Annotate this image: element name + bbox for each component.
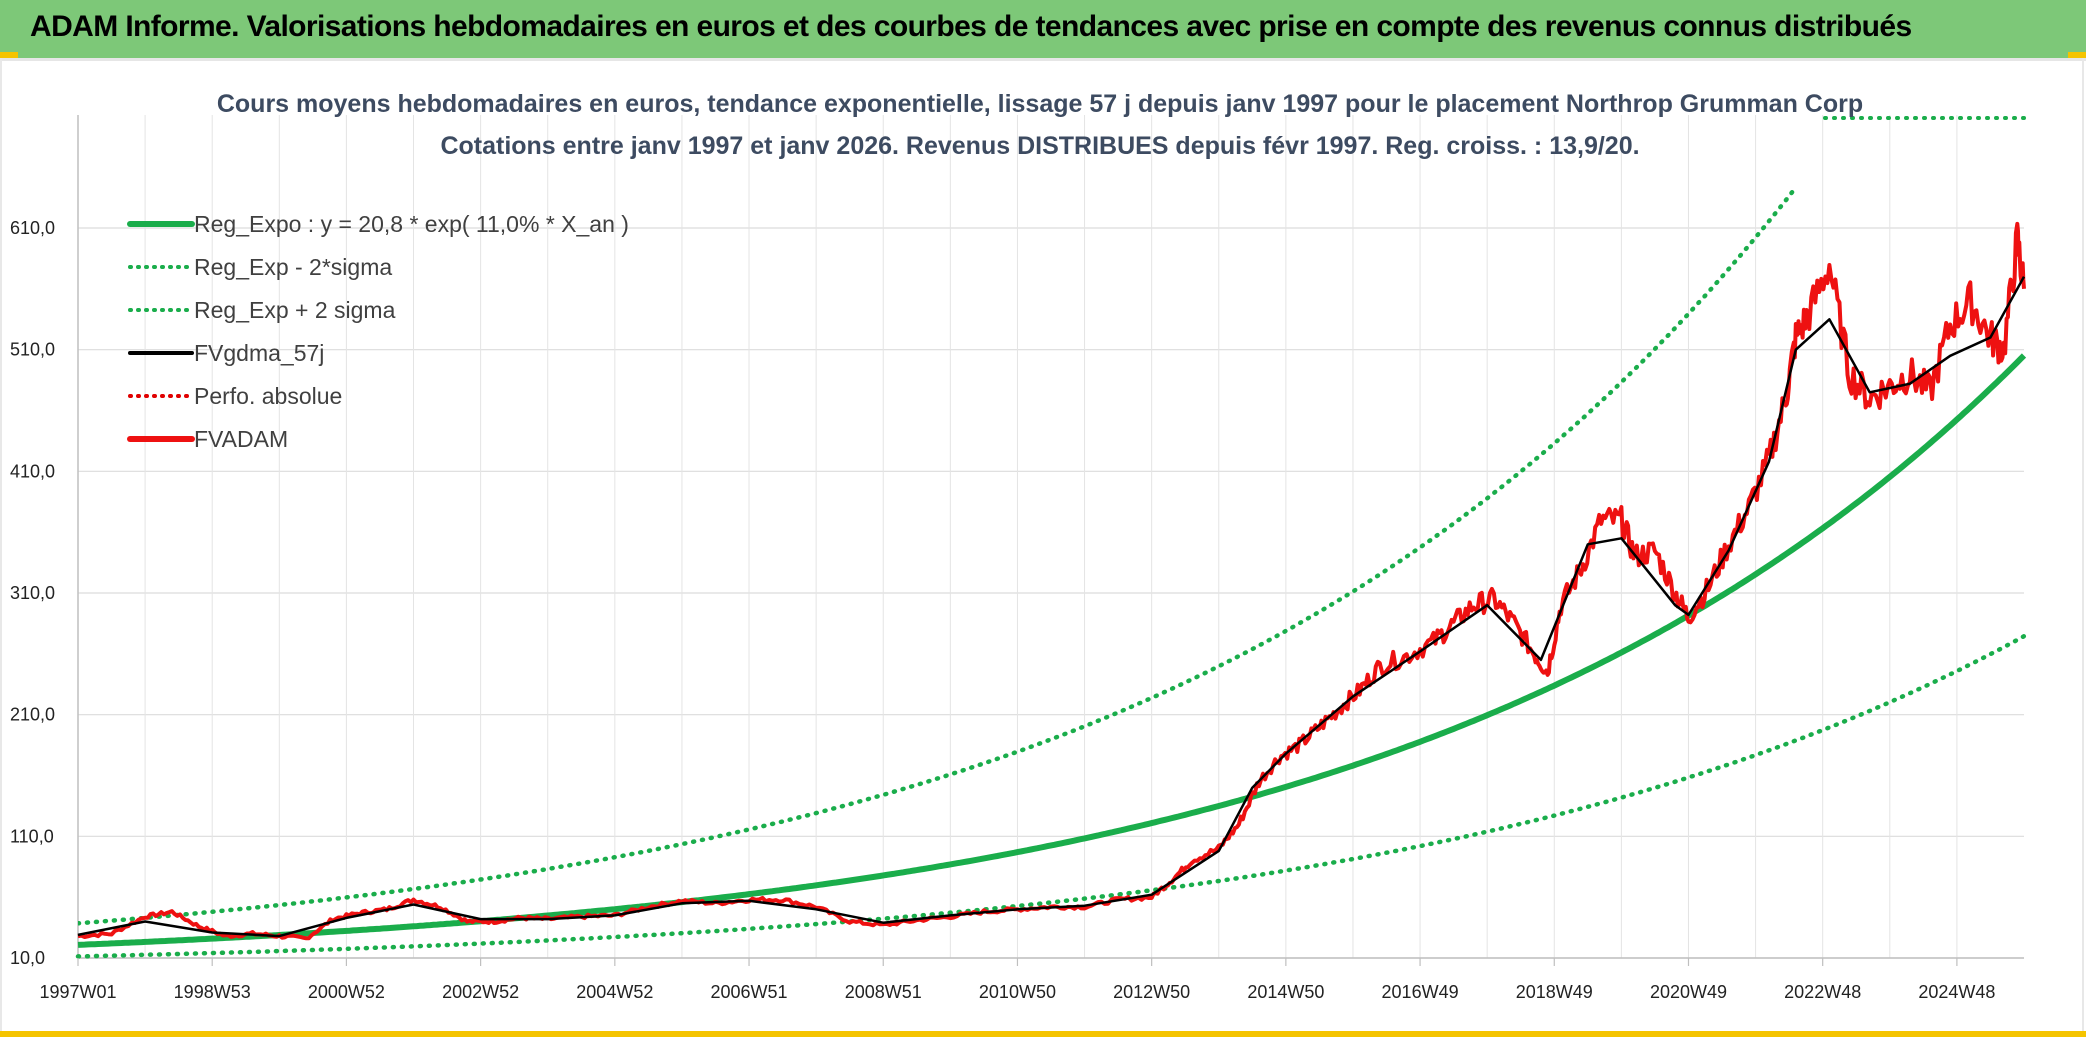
report-title: ADAM Informe. Valorisations hebdomadaire… [30,10,1912,43]
chart-title-line2: Cotations entre janv 1997 et janv 2026. … [440,132,1639,160]
chart-title-line1: Cours moyens hebdomadaires en euros, ten… [217,90,1863,118]
series-layer [75,116,2027,959]
x-tick-label: 2008W51 [845,982,922,1002]
regression-line [77,353,2027,948]
legend-label: Reg_Exp - 2*sigma [194,254,392,280]
chart-frame [0,58,2084,1033]
axes [77,115,2024,959]
y-tick-label: 210,0 [10,705,55,725]
corner-mark-left [0,52,18,58]
x-tick-label: 2012W50 [1113,982,1190,1002]
x-tick-label: 2014W50 [1247,982,1324,1002]
legend-label: FVADAM [194,426,288,452]
x-tick-label: 2022W48 [1784,982,1861,1002]
y-axis-ticks: 10,0 110,0 210,0 310,0 410,0 510,0 610,0 [10,218,55,968]
x-tick-label: 2010W50 [979,982,1056,1002]
legend-label: FVgdma_57j [194,340,324,366]
x-axis-ticks: 1997W01 1998W53 2000W52 2002W52 2004W52 2006W… [39,958,1995,1002]
y-tick-label: 510,0 [10,340,55,360]
bottom-bar [0,1031,2086,1037]
x-tick-label: 2018W49 [1516,982,1593,1002]
upper-band-line [78,185,1799,926]
x-tick-label: 2024W48 [1918,982,1995,1002]
x-tick-label: 2002W52 [442,982,519,1002]
x-tick-label: 1997W01 [39,982,116,1002]
legend-label: Reg_Expo : y = 20,8 * exp( 11,0% * X_an … [194,211,629,237]
fvgdma-line [77,276,2026,938]
x-tick-label: 2006W51 [711,982,788,1002]
x-tick-label: 1998W53 [174,982,251,1002]
x-tick-label: 2004W52 [576,982,653,1002]
legend-label: Perfo. absolue [194,383,342,409]
x-tick-label: 2020W49 [1650,982,1727,1002]
y-tick-label: 10,0 [10,948,45,968]
x-tick-label: 2000W52 [308,982,385,1002]
legend-label: Reg_Exp + 2 sigma [194,297,396,323]
y-tick-label: 610,0 [10,218,55,238]
y-tick-label: 410,0 [10,461,55,481]
corner-mark-right [2068,52,2086,58]
fvadam-line [77,221,2026,941]
grid [78,115,2024,959]
y-tick-label: 110,0 [10,826,54,846]
legend: Reg_Expo : y = 20,8 * exp( 11,0% * X_an … [127,211,629,452]
report-header: ADAM Informe. Valorisations hebdomadaire… [0,0,2086,61]
lower-band-line [75,633,2027,959]
y-tick-label: 310,0 [10,583,55,603]
x-tick-label: 2016W49 [1382,982,1459,1002]
